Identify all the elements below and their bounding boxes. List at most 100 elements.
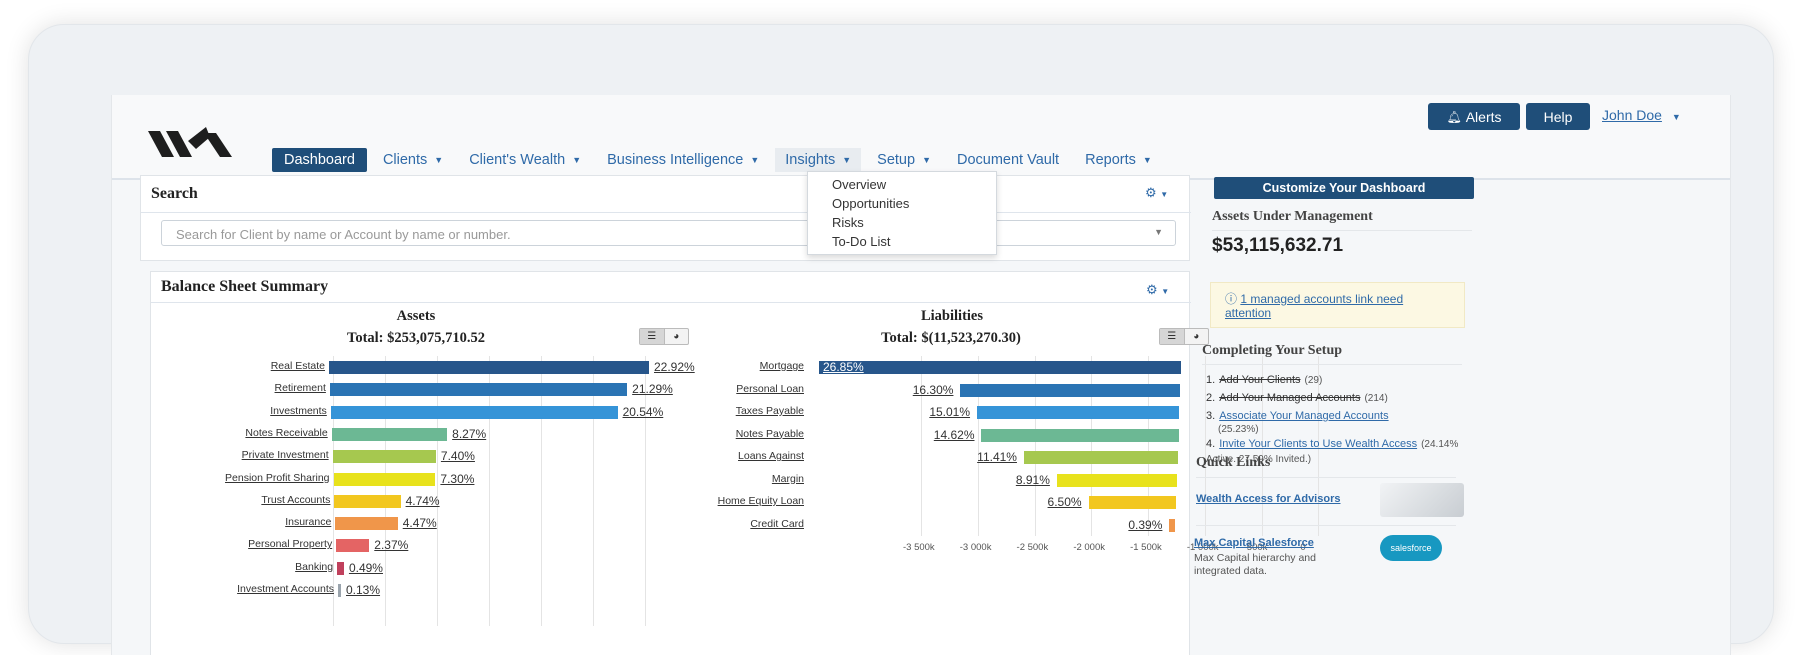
- menu-item-overview[interactable]: Overview: [832, 177, 887, 192]
- setup-item-progress: (24.14% Active. 27.59% Invited.): [1206, 439, 1459, 465]
- setup-item-link[interactable]: Add Your Managed Accounts: [1219, 392, 1361, 404]
- aum-value: $53,115,632.71: [1212, 235, 1344, 256]
- asset-category-label[interactable]: Private Investment: [241, 449, 329, 462]
- setup-item-link[interactable]: Add Your Clients: [1219, 374, 1301, 386]
- salesforce-logo: salesforce: [1380, 535, 1442, 561]
- menu-item-risks[interactable]: Risks: [832, 215, 864, 230]
- asset-bar[interactable]: [329, 361, 649, 374]
- gear-icon[interactable]: ⚙ ▼: [1146, 282, 1170, 297]
- right-sidebar: Customize Your Dashboard Assets Under Ma…: [1194, 175, 1492, 655]
- asset-bar[interactable]: [338, 584, 341, 597]
- asset-category-label[interactable]: Personal Property: [248, 538, 333, 551]
- liabilities-chart-toggle[interactable]: ☰ ◕: [1159, 328, 1209, 345]
- asset-bar[interactable]: [333, 472, 436, 486]
- divider: [1202, 364, 1462, 365]
- asset-bar[interactable]: [332, 450, 436, 464]
- asset-bar[interactable]: [336, 539, 370, 553]
- asset-bar[interactable]: [330, 405, 618, 419]
- asset-bar[interactable]: [335, 517, 398, 531]
- nav-item-label: Document Vault: [957, 152, 1060, 168]
- setup-item: 4. Invite Your Clients to Use Wealth Acce…: [1206, 437, 1461, 467]
- liability-category-label[interactable]: Personal Loan: [736, 382, 804, 395]
- asset-bar[interactable]: [337, 561, 344, 575]
- nav-item-clients[interactable]: Clients ▼: [383, 148, 443, 172]
- liability-bar[interactable]: [1023, 451, 1178, 464]
- asset-category-label[interactable]: Retirement: [274, 382, 326, 395]
- liability-bar[interactable]: [960, 383, 1181, 397]
- chevron-down-icon: ▼: [842, 155, 852, 165]
- nav-item-document-vault[interactable]: Document Vault: [957, 148, 1059, 172]
- insights-dropdown-menu: Overview Opportunities Risks To-Do List: [807, 171, 997, 255]
- setup-item-number: 3.: [1206, 410, 1216, 422]
- asset-bar-value: 22.92%: [654, 360, 695, 374]
- quick-links-title: Quick Links: [1196, 455, 1271, 470]
- attention-notice[interactable]: ⓘ 1 managed accounts link need attention: [1210, 282, 1465, 328]
- pie-chart-icon[interactable]: ◕: [673, 331, 680, 342]
- nav-item-reports[interactable]: Reports ▼: [1085, 148, 1152, 172]
- asset-bar[interactable]: [331, 427, 448, 441]
- search-placeholder: Search for Client by name or Account by …: [176, 227, 511, 242]
- liability-category-label[interactable]: Loans Against: [738, 450, 804, 462]
- setup-item-link[interactable]: Invite Your Clients to Use Wealth Access: [1219, 438, 1418, 450]
- gear-icon[interactable]: ⚙ ▼: [1145, 185, 1169, 200]
- menu-item-to-do-list[interactable]: To-Do List: [832, 234, 891, 249]
- x-axis-tick-label: 0: [1300, 542, 1306, 553]
- liability-category-label[interactable]: Notes Payable: [735, 427, 804, 440]
- liability-bar[interactable]: [1169, 518, 1176, 532]
- attention-link[interactable]: 1 managed accounts link need attention: [1225, 292, 1404, 320]
- asset-category-label[interactable]: Insurance: [285, 516, 332, 529]
- asset-category-label[interactable]: Investment Accounts: [237, 583, 334, 595]
- assets-total: Total: $253,075,710.52: [346, 330, 486, 346]
- panel-divider: [141, 212, 1191, 213]
- nav-item-client-s-wealth[interactable]: Client's Wealth ▼: [469, 148, 581, 172]
- nav-item-label: Setup: [877, 152, 916, 168]
- asset-bar-value: 4.74%: [405, 493, 440, 508]
- asset-category-label[interactable]: Investments: [270, 404, 327, 417]
- user-menu[interactable]: John Doe ▼: [1602, 107, 1681, 123]
- asset-bar[interactable]: [334, 494, 401, 508]
- liability-bar[interactable]: [977, 406, 1180, 419]
- asset-category-label[interactable]: Pension Profit Sharing: [225, 471, 330, 484]
- liability-bar[interactable]: [1088, 496, 1177, 509]
- liability-category-label[interactable]: Margin: [771, 472, 804, 485]
- help-button[interactable]: Help: [1526, 103, 1590, 130]
- liability-category-label[interactable]: Credit Card: [750, 517, 804, 530]
- alerts-button[interactable]: 🔔︎ Alerts: [1428, 103, 1520, 130]
- quick-link-wealth-access[interactable]: Wealth Access for Advisors: [1196, 493, 1341, 505]
- nav-item-insights[interactable]: Insights ▼: [775, 148, 862, 172]
- liability-bar[interactable]: [981, 428, 1179, 442]
- bar-chart-icon[interactable]: ☰: [1160, 329, 1185, 344]
- info-icon: ⓘ: [1225, 292, 1238, 306]
- pie-chart-icon[interactable]: ◕: [1193, 331, 1200, 342]
- quick-link-salesforce[interactable]: Max Capital Salesforce: [1194, 537, 1314, 549]
- asset-category-label[interactable]: Trust Accounts: [261, 493, 331, 506]
- asset-category-label[interactable]: Notes Receivable: [245, 426, 328, 439]
- nav-item-business-intelligence[interactable]: Business Intelligence ▼: [607, 148, 759, 172]
- chart-gridline: [385, 356, 386, 626]
- customize-dashboard-button[interactable]: Customize Your Dashboard: [1214, 177, 1474, 199]
- search-input[interactable]: Search for Client by name or Account by …: [161, 220, 1176, 246]
- chart-gridline: [645, 356, 646, 626]
- asset-category-label[interactable]: Banking: [295, 560, 334, 573]
- asset-bar-value: 7.40%: [440, 449, 475, 464]
- chart-gridline: [1261, 356, 1263, 536]
- liability-bar[interactable]: [819, 361, 1181, 374]
- setup-item-link[interactable]: Associate Your Managed Accounts: [1219, 410, 1389, 422]
- assets-chart-toggle[interactable]: ☰ ◕: [639, 328, 689, 345]
- nav-item-dashboard[interactable]: Dashboard: [272, 148, 367, 172]
- asset-bar[interactable]: [329, 383, 628, 397]
- menu-item-opportunities[interactable]: Opportunities: [832, 196, 910, 211]
- chart-gridline: [1034, 356, 1036, 536]
- asset-category-label[interactable]: Real Estate: [270, 360, 325, 372]
- setup-item-number: 2.: [1206, 392, 1216, 404]
- bar-chart-icon[interactable]: ☰: [640, 329, 665, 344]
- nav-item-setup[interactable]: Setup ▼: [877, 148, 931, 172]
- setup-item-number: 4.: [1206, 438, 1216, 450]
- liability-bar[interactable]: [1056, 473, 1177, 487]
- bell-icon: 🔔︎: [1446, 109, 1462, 124]
- liability-category-label[interactable]: Home Equity Loan: [717, 495, 804, 507]
- chart-gridline: [333, 356, 334, 626]
- liability-category-label[interactable]: Mortgage: [759, 360, 804, 372]
- chevron-down-icon[interactable]: ▼: [1154, 227, 1163, 237]
- liability-category-label[interactable]: Taxes Payable: [735, 405, 804, 417]
